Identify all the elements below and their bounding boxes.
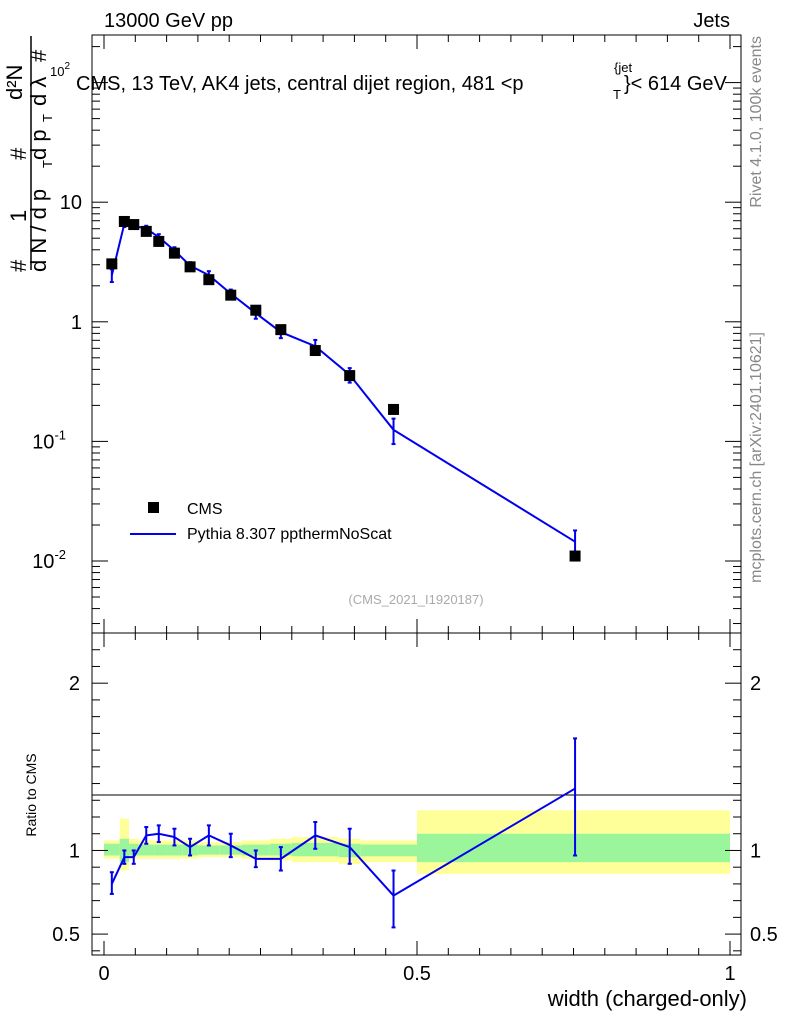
ratio-band-inner [104,843,120,856]
ratio-band-inner [138,844,155,856]
ylabel-T-sub-1: T [40,160,55,168]
ylabel-d2N: d²N [2,65,27,100]
upper-ticks: 10-2 10-1 1 10 [32,35,741,633]
title-end-text: }< 614 GeV [624,73,728,95]
data-point [388,403,400,415]
legend-data-marker [148,502,159,513]
data-point [168,247,180,259]
y-tick-label: 1 [71,312,82,334]
lower-panel: 0 0.5 1 0.5 0.5 1 1 2 2 [52,632,778,985]
ratio-band-inner [154,844,167,856]
x-tick-label: 0 [98,963,109,985]
ylabel-hash-3: # [26,49,51,62]
rivet-version-label: Rivet 4.1.0, 100k events [748,36,765,208]
x-axis-label: width (charged-only) [547,986,747,1011]
upper-panel: 10-2 10-1 1 10 [32,34,742,634]
plot-title: 102 CMS, 13 TeV, AK4 jets, central dijet… [50,60,728,102]
y-tick-label: 10 [60,192,82,214]
data-point [140,225,152,237]
data-point [128,219,140,231]
data-point [309,345,321,357]
ylabel-d-lambda: d λ [26,77,51,106]
ratio-band-inner [360,844,417,857]
lower-frame [91,632,742,956]
y-tick-label: 10-1 [32,427,66,453]
data-point [250,304,262,316]
beam-label: 13000 GeV pp [104,10,233,32]
ratio-y-tick-label: 0.5 [52,924,80,946]
data-point [118,215,130,227]
ratio-y-tick-label: 1 [69,840,80,862]
x-tick-label: 0.5 [403,963,431,985]
y-exponent-label: 102 [50,61,70,79]
data-series-layer [106,215,581,562]
title-sup-text: {jet [614,60,632,75]
data-point [106,258,118,270]
ylabel-hash-2: # [6,147,31,160]
legend-data-label: CMS [187,501,223,518]
data-point [344,370,356,382]
mc-series-layer [109,219,578,558]
ylabel-T-sub-2: T [40,114,55,122]
ratio-y-tick-label: 0.5 [750,924,778,946]
ratio-series-layer [109,737,578,929]
ratio-y-tick-label: 2 [750,673,761,695]
data-point [225,289,237,301]
ratio-band-inner [166,844,183,856]
mc-line [110,222,576,543]
ratio-y-axis-label: Ratio to CMS [23,753,39,836]
ratio-band-inner [417,833,730,863]
y-tick-label: 10-2 [32,547,66,573]
legend-mc-label: Pythia 8.307 ppthermNoScat [187,526,392,543]
upper-y-axis-label: # d N / d p T 1 # d p T d²N d λ # [2,36,55,272]
lower-ticks: 0 0.5 1 0.5 0.5 1 1 2 2 [52,632,778,985]
ratio-y-tick-label: 1 [750,840,761,862]
data-point [569,550,581,562]
title-sub-text: T [613,87,621,102]
ylabel-dN-dpT: d N / d p [26,189,51,272]
analysis-watermark: (CMS_2021_I1920187) [348,592,483,607]
ratio-band-inner [197,845,220,855]
ylabel-one: 1 [6,210,31,222]
mcplots-label: mcplots.cern.ch [arXiv:2401.10621] [748,332,765,583]
ylabel-hash-1: # [6,259,31,272]
process-label: Jets [693,10,730,32]
data-point [184,261,196,273]
title-text: CMS, 13 TeV, AK4 jets, central dijet reg… [76,73,524,95]
data-point [275,324,287,336]
legend: CMS Pythia 8.307 ppthermNoScat [130,501,392,543]
data-point [203,274,215,286]
ratio-y-tick-label: 2 [69,673,80,695]
ylabel-d-pT: d p [26,129,51,160]
upper-frame [91,34,742,634]
data-point [153,235,165,247]
x-tick-label: 1 [724,963,735,985]
